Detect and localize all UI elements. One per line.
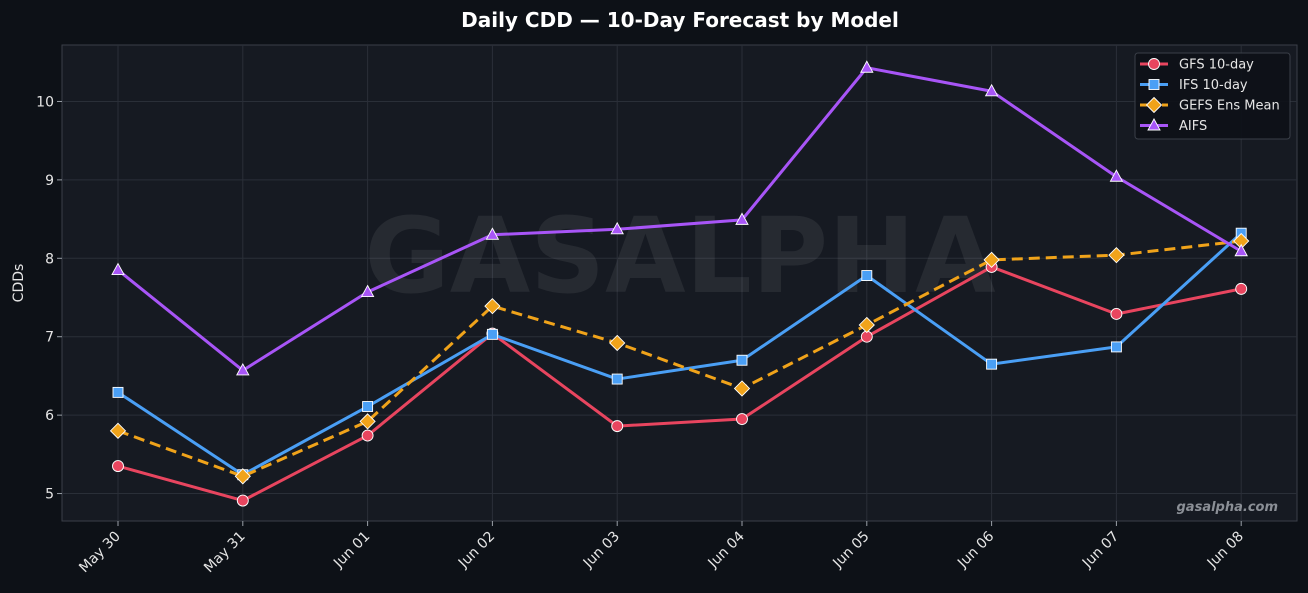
data-point bbox=[984, 83, 999, 97]
y-tick-label: 6 bbox=[45, 408, 54, 424]
x-tick-label: Jun 06 bbox=[954, 528, 997, 571]
legend-entry-ifs-10-day: IFS 10-day bbox=[1140, 78, 1248, 93]
credit-text: gasalpha.com bbox=[1177, 500, 1279, 515]
x-tick-label: Jun 08 bbox=[1204, 529, 1247, 572]
data-point bbox=[236, 494, 249, 507]
data-point bbox=[1110, 341, 1122, 353]
data-point bbox=[735, 212, 749, 225]
x-tick-label: Jun 05 bbox=[829, 529, 872, 572]
data-point bbox=[234, 468, 251, 485]
legend: GFS 10-day IFS 10-day GEFS Ens Mean AIFS bbox=[1134, 52, 1291, 140]
series-gfs-10-day bbox=[112, 260, 1248, 507]
legend-label: GEFS Ens Mean bbox=[1179, 99, 1280, 114]
legend-entry-gefs-ens-mean: GEFS Ens Mean bbox=[1140, 96, 1280, 114]
data-point bbox=[860, 60, 874, 73]
legend-label: GFS 10-day bbox=[1179, 58, 1254, 73]
data-point bbox=[112, 386, 124, 398]
series-aifs bbox=[111, 60, 1248, 376]
x-tick-label: Jun 04 bbox=[705, 528, 748, 571]
data-point bbox=[1110, 308, 1123, 320]
watermark: GASALPHA bbox=[364, 195, 995, 317]
data-point bbox=[361, 429, 374, 442]
data-point bbox=[109, 422, 127, 439]
y-tick-label: 5 bbox=[45, 487, 54, 503]
legend-marker bbox=[1147, 118, 1161, 131]
x-axis-ticks: May 30 May 31 Jun 01 Jun 02 Jun 03 Jun 04 Jun … bbox=[76, 521, 1247, 576]
data-point bbox=[609, 334, 626, 352]
series-line-aifs bbox=[117, 66, 1242, 372]
data-point bbox=[112, 460, 124, 473]
data-point bbox=[983, 251, 1000, 269]
y-tick-label: 10 bbox=[36, 94, 54, 110]
data-point bbox=[986, 358, 998, 370]
legend-marker bbox=[1145, 96, 1163, 114]
data-point bbox=[861, 270, 873, 282]
x-tick-label: May 31 bbox=[201, 529, 249, 577]
data-point bbox=[1234, 243, 1248, 257]
x-tick-label: Jun 02 bbox=[455, 529, 498, 572]
legend-marker bbox=[1148, 79, 1160, 90]
data-point bbox=[610, 221, 624, 235]
data-point bbox=[1109, 169, 1124, 182]
data-point bbox=[486, 328, 498, 340]
y-axis-label: CDDs bbox=[11, 264, 27, 303]
y-axis-ticks: 5 6 7 8 9 10 bbox=[36, 94, 62, 503]
data-point bbox=[485, 227, 500, 240]
legend-box bbox=[1134, 52, 1291, 140]
legend-marker bbox=[1148, 58, 1160, 70]
grid-lines bbox=[62, 45, 1297, 521]
legend-label: AIFS bbox=[1179, 119, 1207, 134]
series-layer bbox=[109, 60, 1250, 507]
data-point bbox=[362, 401, 374, 412]
data-point bbox=[611, 373, 623, 385]
y-tick-label: 8 bbox=[45, 251, 54, 267]
data-point bbox=[111, 262, 125, 276]
data-point bbox=[736, 354, 748, 366]
data-point bbox=[733, 380, 751, 397]
data-point bbox=[858, 316, 875, 334]
data-point bbox=[1108, 247, 1125, 264]
series-line-gfs-10-day bbox=[117, 265, 1242, 503]
series-line-gefs-ens-mean bbox=[117, 239, 1242, 478]
legend-label: IFS 10-day bbox=[1179, 78, 1248, 93]
x-tick-label: Jun 01 bbox=[330, 529, 373, 572]
data-point bbox=[611, 420, 624, 433]
data-point bbox=[360, 284, 375, 297]
plot-area bbox=[61, 44, 1298, 522]
x-tick-label: Jun 07 bbox=[1079, 529, 1122, 572]
data-point bbox=[1235, 282, 1248, 295]
x-tick-label: May 30 bbox=[76, 529, 124, 577]
legend-entry-gfs-10-day: GFS 10-day bbox=[1140, 58, 1254, 73]
data-point bbox=[484, 297, 501, 315]
x-tick-label: Jun 03 bbox=[580, 529, 623, 572]
series-ifs-10-day bbox=[112, 227, 1247, 481]
data-point bbox=[236, 362, 250, 376]
y-tick-label: 7 bbox=[45, 330, 54, 346]
chart-title: Daily CDD — 10-Day Forecast by Model bbox=[461, 8, 899, 32]
data-point bbox=[736, 413, 748, 426]
series-gefs-ens-mean bbox=[109, 232, 1250, 485]
series-line-ifs-10-day bbox=[117, 232, 1243, 477]
legend-entry-aifs: AIFS bbox=[1140, 118, 1207, 134]
data-point bbox=[359, 413, 376, 430]
y-tick-label: 9 bbox=[45, 173, 54, 189]
